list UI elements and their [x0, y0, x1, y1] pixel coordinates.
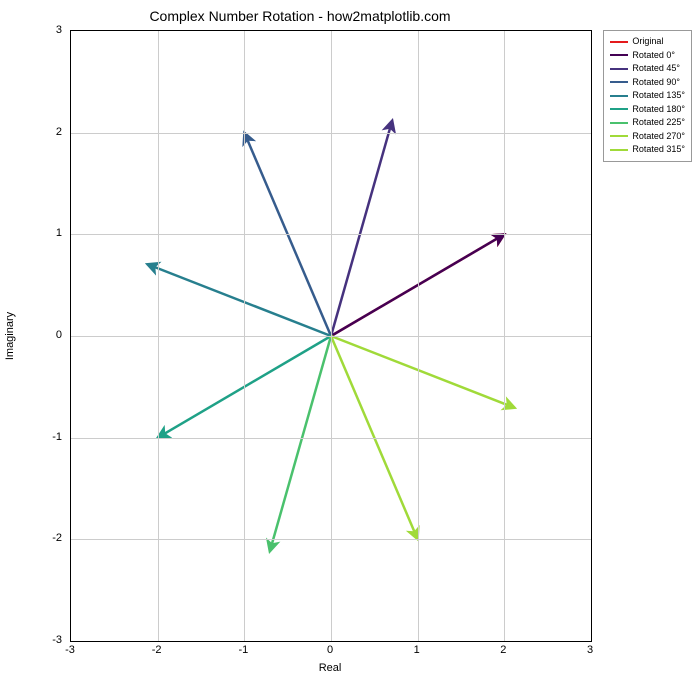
x-axis-label: Real — [70, 662, 590, 674]
y-tick-label: 2 — [12, 126, 62, 138]
legend-item: Rotated 180° — [610, 103, 685, 117]
legend-swatch — [610, 149, 628, 151]
grid-line — [71, 234, 591, 235]
legend-item: Rotated 270° — [610, 130, 685, 144]
legend-label: Rotated 270° — [632, 130, 685, 144]
plot-area — [70, 30, 592, 642]
vector-arrow — [147, 264, 331, 336]
legend-swatch — [610, 41, 628, 43]
legend-item: Rotated 90° — [610, 76, 685, 90]
legend-item: Rotated 315° — [610, 143, 685, 157]
x-tick-label: -2 — [152, 644, 162, 656]
grid-line — [71, 438, 591, 439]
legend-item: Rotated 135° — [610, 89, 685, 103]
grid-line — [71, 133, 591, 134]
vector-arrow — [331, 336, 515, 408]
legend-label: Rotated 90° — [632, 76, 680, 90]
legend-label: Rotated 180° — [632, 103, 685, 117]
legend-item: Rotated 0° — [610, 49, 685, 63]
x-tick-label: 1 — [414, 644, 420, 656]
legend-swatch — [610, 81, 628, 83]
legend-label: Original — [632, 35, 663, 49]
y-tick-label: 1 — [12, 227, 62, 239]
y-tick-label: 3 — [12, 24, 62, 36]
y-tick-label: -3 — [12, 634, 62, 646]
grid-line — [71, 336, 591, 337]
legend-label: Rotated 0° — [632, 49, 675, 63]
x-tick-label: 0 — [327, 644, 333, 656]
legend-item: Rotated 45° — [610, 62, 685, 76]
legend-swatch — [610, 135, 628, 137]
legend-swatch — [610, 122, 628, 124]
vector-arrow — [270, 336, 331, 552]
y-tick-label: 0 — [12, 329, 62, 341]
legend-swatch — [610, 54, 628, 56]
chart-title: Complex Number Rotation - how2matplotlib… — [0, 8, 600, 24]
legend-label: Rotated 45° — [632, 62, 680, 76]
legend-label: Rotated 315° — [632, 143, 685, 157]
legend-label: Rotated 225° — [632, 116, 685, 130]
legend-item: Original — [610, 35, 685, 49]
grid-line — [71, 539, 591, 540]
legend-swatch — [610, 68, 628, 70]
legend-label: Rotated 135° — [632, 89, 685, 103]
legend-item: Rotated 225° — [610, 116, 685, 130]
x-tick-label: 2 — [500, 644, 506, 656]
legend-swatch — [610, 95, 628, 97]
y-tick-label: -2 — [12, 532, 62, 544]
x-tick-label: -1 — [238, 644, 248, 656]
x-tick-label: -3 — [65, 644, 75, 656]
x-tick-label: 3 — [587, 644, 593, 656]
legend-swatch — [610, 108, 628, 110]
legend: OriginalRotated 0°Rotated 45°Rotated 90°… — [603, 30, 692, 162]
vector-arrow — [331, 120, 392, 336]
y-tick-label: -1 — [12, 431, 62, 443]
chart-container: Complex Number Rotation - how2matplotlib… — [0, 0, 700, 700]
